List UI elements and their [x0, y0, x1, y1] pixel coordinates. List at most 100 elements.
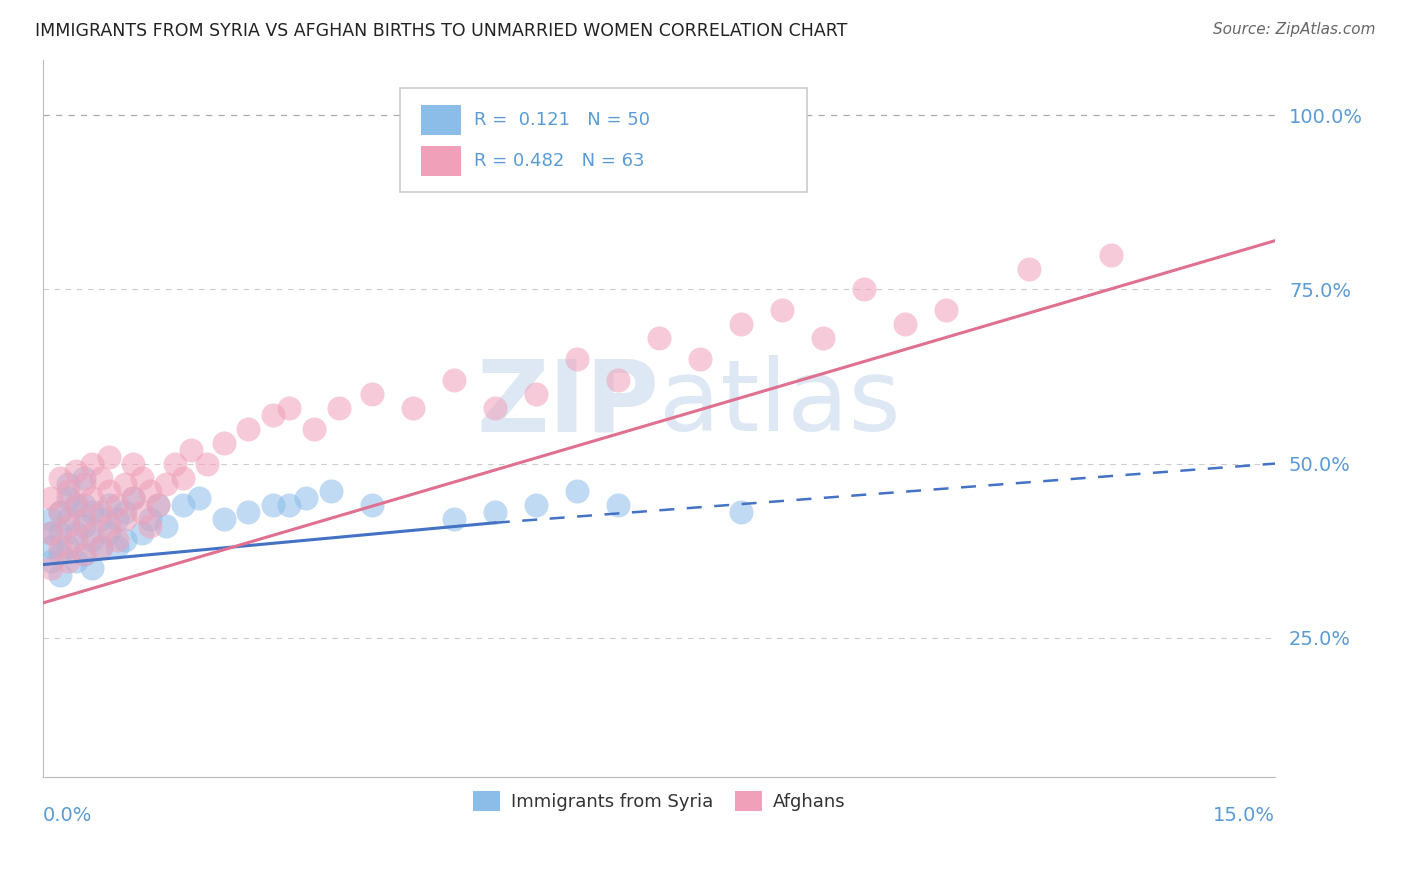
Point	[73, 512, 96, 526]
Point	[56, 540, 79, 554]
Point	[56, 519, 79, 533]
Point	[894, 318, 917, 332]
Point	[238, 422, 260, 436]
FancyBboxPatch shape	[422, 145, 461, 176]
Point	[82, 533, 104, 548]
Point	[689, 352, 711, 367]
Point	[443, 512, 465, 526]
Point	[105, 533, 128, 548]
Point	[105, 540, 128, 554]
Point	[524, 499, 547, 513]
Point	[302, 422, 325, 436]
Point	[65, 533, 87, 548]
Point	[41, 561, 63, 575]
Text: R =  0.121   N = 50: R = 0.121 N = 50	[474, 111, 650, 128]
Point	[328, 401, 350, 415]
Point	[730, 318, 752, 332]
Point	[73, 519, 96, 533]
Point	[48, 505, 70, 519]
Point	[114, 512, 136, 526]
Point	[97, 526, 120, 541]
Point	[443, 373, 465, 387]
Point	[48, 547, 70, 561]
Point	[41, 554, 63, 568]
Point	[565, 484, 588, 499]
Point	[139, 512, 162, 526]
Point	[82, 491, 104, 506]
Point	[41, 491, 63, 506]
Point	[41, 512, 63, 526]
Point	[360, 387, 382, 401]
Point	[73, 470, 96, 484]
Point	[73, 477, 96, 491]
Point	[195, 457, 218, 471]
Text: 0.0%: 0.0%	[44, 805, 93, 825]
Point	[139, 519, 162, 533]
Point	[41, 526, 63, 541]
Point	[90, 505, 112, 519]
Point	[90, 540, 112, 554]
Point	[41, 540, 63, 554]
Point	[122, 491, 145, 506]
Point	[73, 547, 96, 561]
Point	[813, 331, 835, 345]
Point	[82, 526, 104, 541]
Point	[146, 499, 169, 513]
Point	[97, 499, 120, 513]
Point	[278, 401, 301, 415]
Point	[565, 352, 588, 367]
Point	[48, 540, 70, 554]
Point	[484, 401, 506, 415]
Point	[163, 457, 186, 471]
Text: Source: ZipAtlas.com: Source: ZipAtlas.com	[1212, 22, 1375, 37]
Point	[48, 568, 70, 582]
Point	[935, 303, 957, 318]
Point	[188, 491, 211, 506]
Point	[146, 499, 169, 513]
Point	[131, 470, 153, 484]
Point	[114, 505, 136, 519]
Point	[90, 512, 112, 526]
Point	[48, 470, 70, 484]
Point	[122, 457, 145, 471]
Point	[730, 505, 752, 519]
Legend: Immigrants from Syria, Afghans: Immigrants from Syria, Afghans	[465, 784, 852, 818]
Point	[319, 484, 342, 499]
Point	[65, 499, 87, 513]
Point	[262, 499, 284, 513]
Point	[770, 303, 793, 318]
Point	[131, 526, 153, 541]
Point	[295, 491, 318, 506]
Point	[73, 547, 96, 561]
FancyBboxPatch shape	[422, 104, 461, 135]
Point	[648, 331, 671, 345]
Point	[607, 373, 630, 387]
Point	[82, 505, 104, 519]
Point	[97, 519, 120, 533]
Point	[278, 499, 301, 513]
Point	[73, 499, 96, 513]
Point	[607, 499, 630, 513]
Point	[484, 505, 506, 519]
Point	[97, 450, 120, 464]
Text: IMMIGRANTS FROM SYRIA VS AFGHAN BIRTHS TO UNMARRIED WOMEN CORRELATION CHART: IMMIGRANTS FROM SYRIA VS AFGHAN BIRTHS T…	[35, 22, 848, 40]
Point	[155, 477, 177, 491]
Point	[212, 435, 235, 450]
Point	[56, 491, 79, 506]
Point	[90, 470, 112, 484]
Point	[402, 401, 425, 415]
Point	[56, 554, 79, 568]
Point	[172, 470, 194, 484]
Point	[180, 442, 202, 457]
Text: atlas: atlas	[659, 355, 901, 452]
Point	[114, 533, 136, 548]
Point	[41, 526, 63, 541]
Point	[131, 505, 153, 519]
Point	[105, 512, 128, 526]
Point	[48, 505, 70, 519]
Point	[122, 491, 145, 506]
Point	[56, 477, 79, 491]
Point	[139, 484, 162, 499]
Point	[853, 282, 876, 296]
Point	[56, 512, 79, 526]
